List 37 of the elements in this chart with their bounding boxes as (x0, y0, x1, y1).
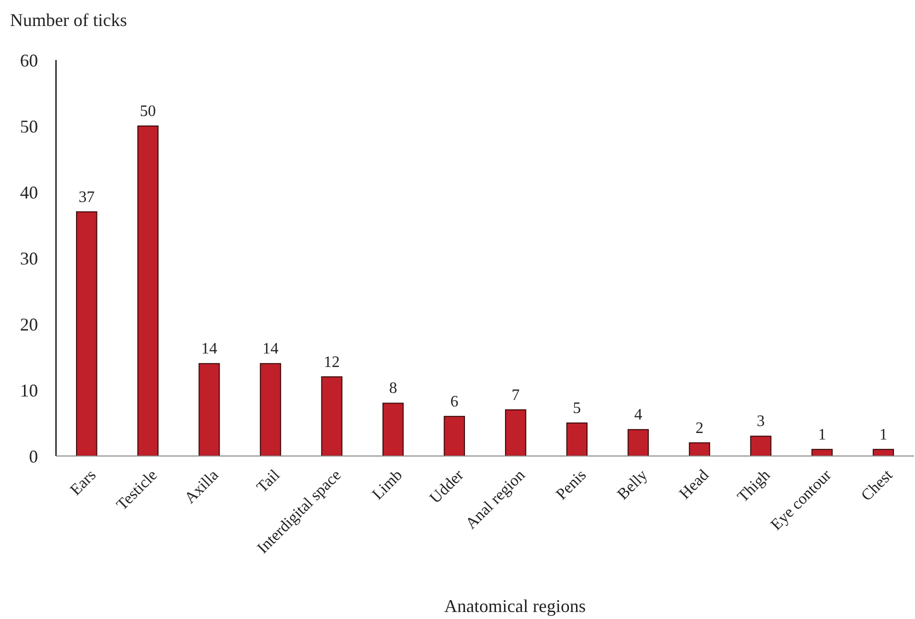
data-label: 3 (756, 413, 765, 430)
data-label: 5 (572, 400, 581, 417)
data-label: 4 (634, 406, 642, 424)
data-label: 37 (78, 188, 95, 206)
bar (260, 363, 282, 456)
data-label: 2 (696, 420, 704, 437)
data-label: 14 (201, 340, 218, 358)
y-tick-label: 10 (20, 380, 38, 400)
bar (76, 211, 98, 456)
bar (444, 416, 465, 456)
bar (566, 422, 588, 456)
data-label: 8 (389, 380, 398, 398)
y-tick-label: 60 (20, 50, 38, 70)
y-tick-label: 20 (20, 314, 38, 334)
bar (198, 363, 220, 456)
data-label: 50 (140, 103, 156, 120)
data-label: 14 (262, 340, 278, 358)
data-label: 7 (512, 386, 520, 404)
y-axis-title: Number of ticks (10, 10, 127, 30)
data-label: 12 (324, 354, 340, 371)
bar (382, 402, 404, 456)
bar (505, 409, 526, 456)
y-tick-label: 50 (20, 116, 38, 136)
bar (628, 429, 649, 456)
bar (688, 442, 710, 456)
y-tick-label: 0 (29, 446, 38, 466)
data-label: 1 (818, 426, 826, 444)
x-tick-label: Ears (67, 466, 100, 499)
y-tick-label: 40 (20, 182, 38, 202)
bar (750, 436, 772, 456)
x-tick-label: Tail (254, 466, 284, 496)
data-label: 6 (450, 393, 458, 410)
bar (321, 376, 342, 456)
data-label: 1 (879, 426, 888, 444)
x-axis-title: Anatomical regions (444, 596, 586, 616)
bar (137, 126, 159, 456)
y-tick-label: 30 (20, 248, 38, 268)
